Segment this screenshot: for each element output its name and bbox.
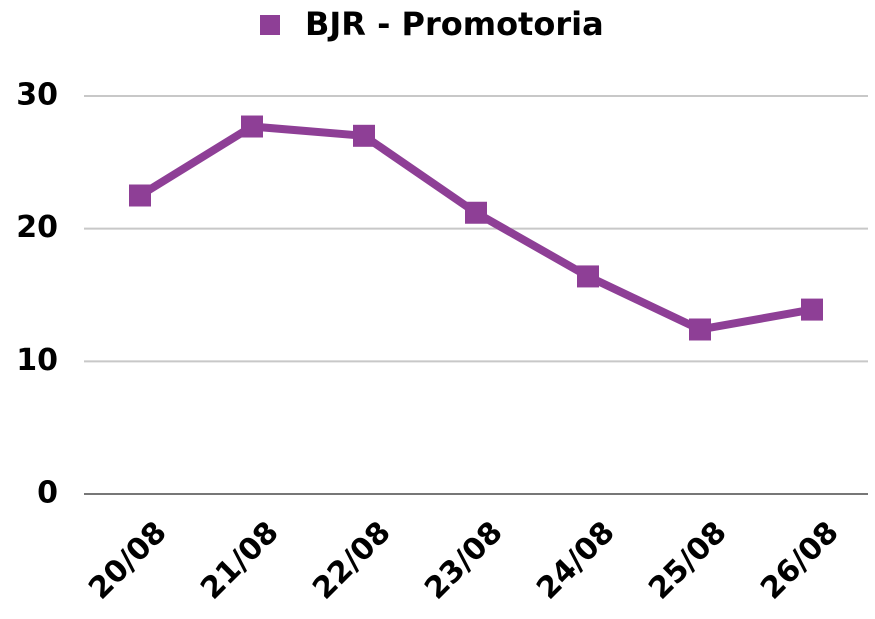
x-tick-label: 23/08 bbox=[418, 515, 510, 607]
x-tick-label: 22/08 bbox=[306, 515, 398, 607]
y-tick-label: 30 bbox=[16, 78, 58, 113]
marker bbox=[801, 298, 823, 321]
marker bbox=[465, 201, 487, 224]
marker bbox=[689, 318, 711, 341]
x-tick-label: 21/08 bbox=[194, 515, 286, 607]
x-tick-label: 24/08 bbox=[530, 515, 622, 607]
marker bbox=[129, 184, 151, 207]
legend-label: BJR - Promotoria bbox=[305, 5, 604, 43]
x-tick-label: 20/08 bbox=[82, 515, 174, 607]
x-tick-label: 25/08 bbox=[642, 515, 734, 607]
marker bbox=[241, 115, 263, 138]
marker bbox=[353, 124, 375, 147]
legend-swatch bbox=[260, 15, 280, 35]
y-tick-label: 10 bbox=[16, 343, 58, 378]
x-tick-label: 26/08 bbox=[754, 515, 846, 607]
y-tick-label: 0 bbox=[37, 476, 58, 511]
marker bbox=[577, 265, 599, 288]
y-tick-label: 20 bbox=[16, 210, 58, 245]
